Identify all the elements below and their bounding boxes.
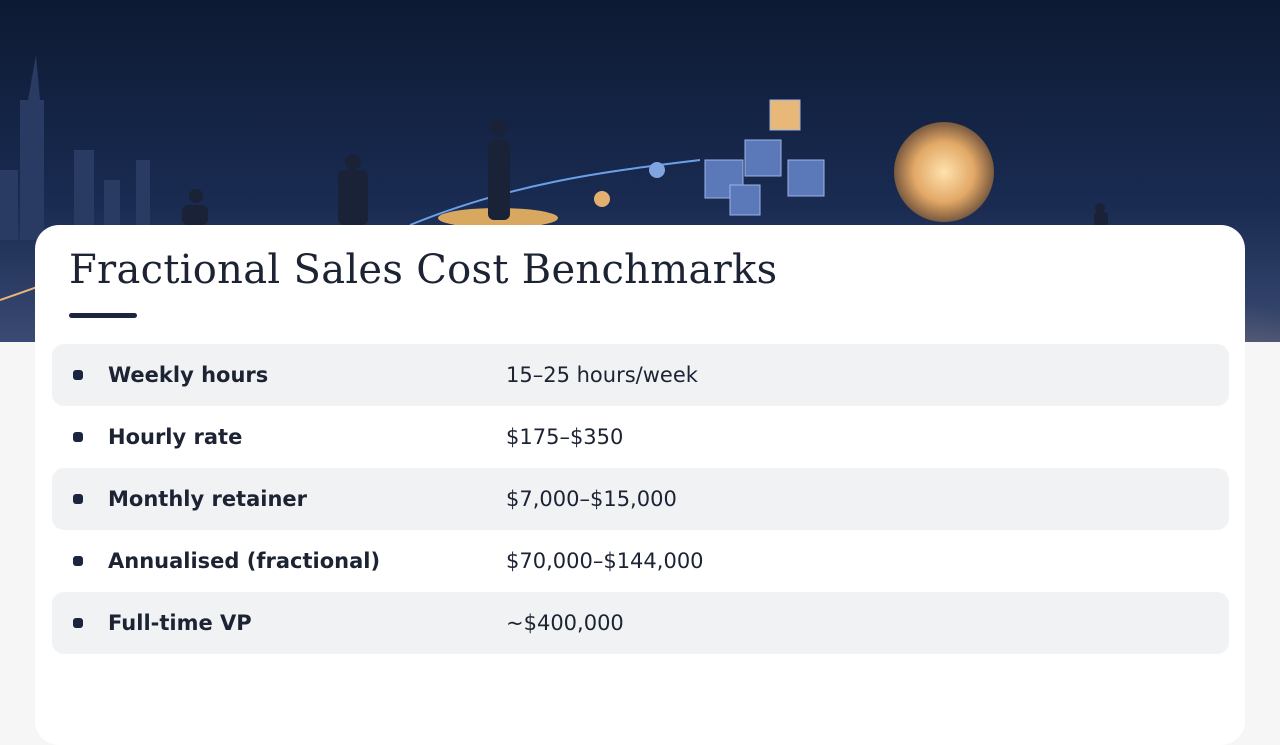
bullet	[73, 556, 83, 566]
benchmark-row: Monthly retainer $7,000–$15,000	[52, 468, 1229, 530]
row-value: ~$400,000	[506, 611, 624, 635]
benchmark-row: Annualised (fractional) $70,000–$144,000	[52, 530, 1229, 592]
benchmark-row: Full-time VP ~$400,000	[52, 592, 1229, 654]
bullet	[73, 432, 83, 442]
benchmark-row: Weekly hours 15–25 hours/week	[52, 344, 1229, 406]
bullet	[73, 370, 83, 380]
page: {"title": "Fractional Sales Cost Benchma…	[0, 0, 1280, 654]
row-label: Hourly rate	[108, 425, 243, 449]
row-value: $175–$350	[506, 425, 624, 449]
row-label: Annualised (fractional)	[108, 549, 381, 573]
bullet	[73, 618, 83, 628]
row-value: $70,000–$144,000	[506, 549, 704, 573]
slide-title: Fractional Sales Cost Benchmarks	[69, 247, 778, 293]
row-label: Weekly hours	[108, 363, 269, 387]
benchmark-row: Hourly rate $175–$350	[52, 406, 1229, 468]
bullet	[73, 494, 83, 504]
benchmark-list: Weekly hours 15–25 hours/week Hourly rate $…	[52, 344, 1229, 654]
content-card: Fractional Sales Cost Benchmarks Weekly …	[35, 225, 1245, 745]
row-value: $7,000–$15,000	[506, 487, 677, 511]
row-label: Full-time VP	[108, 611, 252, 635]
row-value: 15–25 hours/week	[506, 363, 698, 387]
title-underline	[69, 313, 137, 318]
row-label: Monthly retainer	[108, 487, 308, 511]
